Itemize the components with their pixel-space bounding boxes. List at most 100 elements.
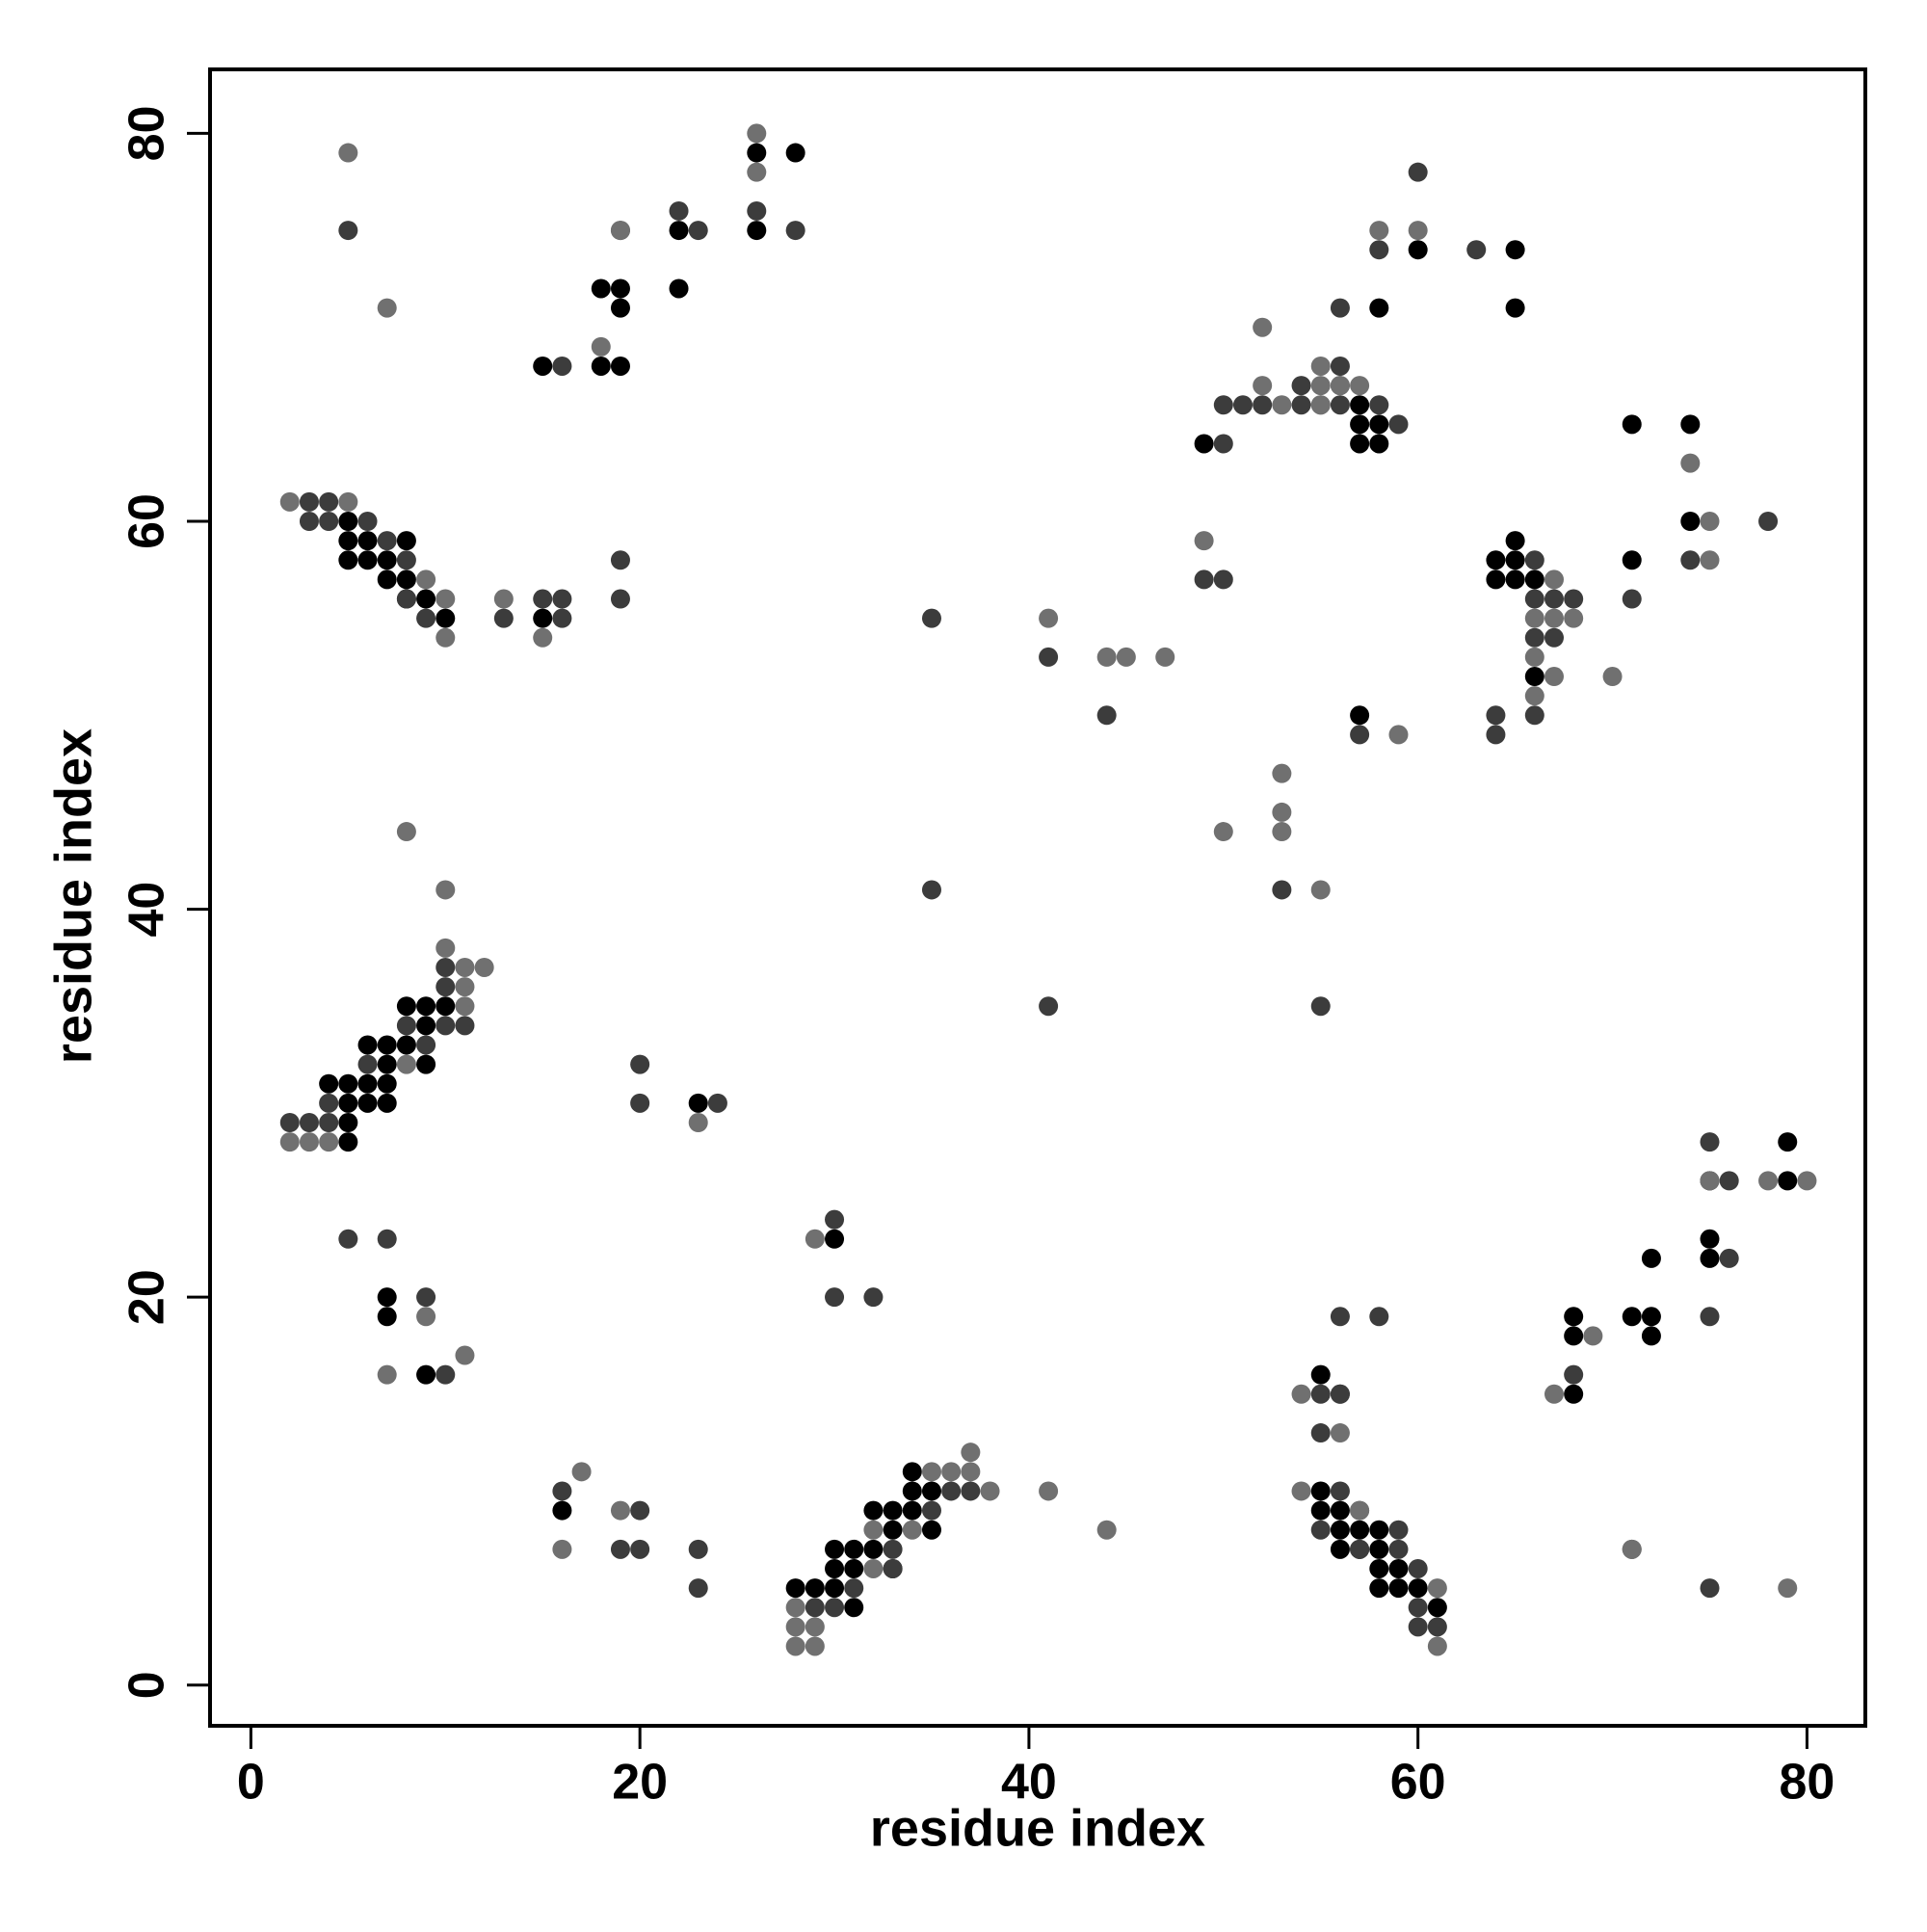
contact-point (1700, 1171, 1720, 1191)
contact-point (1310, 1364, 1331, 1385)
y-tick-label: 60 (119, 493, 175, 549)
contact-point (610, 221, 630, 241)
x-tick-label: 80 (1780, 1755, 1835, 1811)
contact-point (319, 1093, 339, 1113)
contact-point (1369, 1578, 1389, 1599)
x-tick-label: 40 (1001, 1755, 1057, 1811)
contact-point (688, 1539, 708, 1559)
contact-point (436, 608, 456, 628)
contact-point (396, 1016, 416, 1036)
contact-point (1310, 1481, 1331, 1501)
contact-point (630, 1093, 650, 1113)
contact-point (610, 1539, 630, 1559)
contact-point (1272, 802, 1292, 822)
contact-point (299, 1112, 319, 1132)
contact-point (338, 550, 358, 570)
contact-point (902, 1481, 922, 1501)
contact-point (396, 569, 416, 590)
contact-point (357, 1035, 378, 1055)
contact-point (1719, 1248, 1739, 1268)
contact-point (883, 1500, 903, 1521)
contact-point (902, 1500, 922, 1521)
contact-point (863, 1287, 884, 1308)
contact-point (1330, 1423, 1350, 1443)
contact-point (299, 491, 319, 512)
contact-point (1310, 356, 1331, 376)
contact-point (825, 1578, 845, 1599)
contact-point (338, 1112, 358, 1132)
contact-point (436, 627, 456, 648)
contact-point (1039, 647, 1059, 667)
contact-point (1272, 822, 1292, 842)
contact-point (377, 531, 397, 551)
contact-point (1758, 1171, 1779, 1191)
contact-point (1524, 589, 1544, 609)
contact-point (1232, 395, 1253, 415)
contact-point (610, 1500, 630, 1521)
contact-point (416, 1035, 436, 1055)
contact-point (1213, 434, 1233, 454)
contact-point (493, 608, 514, 628)
contact-point (747, 200, 767, 221)
contact-point (455, 996, 475, 1017)
contact-point (1641, 1248, 1661, 1268)
contact-point (377, 298, 397, 318)
contact-point (1291, 1384, 1311, 1404)
contact-point (1350, 414, 1370, 435)
contact-point (805, 1617, 825, 1637)
contact-point (1622, 414, 1642, 435)
contact-point (1096, 705, 1117, 726)
contact-point (1330, 298, 1350, 318)
contact-point (338, 1229, 358, 1249)
contact-point (455, 1345, 475, 1365)
contact-point (1505, 531, 1525, 551)
contact-point (1369, 1520, 1389, 1540)
contact-point (785, 143, 805, 163)
contact-point (1524, 705, 1544, 726)
contact-point (1680, 550, 1701, 570)
contact-point (416, 1307, 436, 1327)
contact-point (941, 1481, 962, 1501)
contact-point (688, 1112, 708, 1132)
contact-point (1310, 395, 1331, 415)
contact-point (669, 278, 689, 299)
contact-point (630, 1054, 650, 1074)
contact-point (610, 589, 630, 609)
contact-point (1700, 1248, 1720, 1268)
contact-point (357, 531, 378, 551)
contact-point (1155, 647, 1175, 667)
contact-point (1388, 1520, 1409, 1540)
contact-point (805, 1578, 825, 1599)
contact-point (436, 977, 456, 997)
contact-point (1213, 822, 1233, 842)
contact-point (377, 1307, 397, 1327)
contact-point (533, 627, 553, 648)
contact-point (1253, 376, 1273, 396)
contact-point (1700, 1307, 1720, 1327)
contact-point (1369, 434, 1389, 454)
contact-point (1350, 705, 1370, 726)
contact-point (1622, 550, 1642, 570)
contact-point (436, 880, 456, 900)
contact-point (1524, 627, 1544, 648)
contact-point (1544, 569, 1564, 590)
contact-point (747, 221, 767, 241)
contact-point (1369, 1558, 1389, 1578)
contact-point (844, 1598, 864, 1618)
contact-point (1680, 512, 1701, 532)
contact-point (844, 1578, 864, 1599)
contact-point (1369, 240, 1389, 260)
contact-point (1544, 589, 1564, 609)
contact-point (357, 1073, 378, 1094)
contact-point (1388, 1558, 1409, 1578)
contact-point (961, 1442, 981, 1463)
contact-point (961, 1481, 981, 1501)
contact-point (1194, 569, 1214, 590)
contact-point (1680, 453, 1701, 473)
contact-point (416, 1054, 436, 1074)
contact-point (688, 1578, 708, 1599)
contact-point (1253, 395, 1273, 415)
contact-point (1427, 1598, 1447, 1618)
contact-point (1427, 1617, 1447, 1637)
plot-frame (208, 67, 1867, 1728)
